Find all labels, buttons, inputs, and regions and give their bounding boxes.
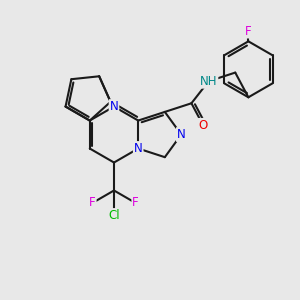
Text: N: N [134,142,142,155]
Text: F: F [245,25,252,38]
Text: NH: NH [200,75,218,88]
Text: N: N [177,128,186,141]
Text: F: F [132,196,139,209]
Text: Cl: Cl [108,209,120,222]
Text: O: O [199,119,208,132]
Text: F: F [89,196,96,209]
Text: N: N [110,100,118,113]
